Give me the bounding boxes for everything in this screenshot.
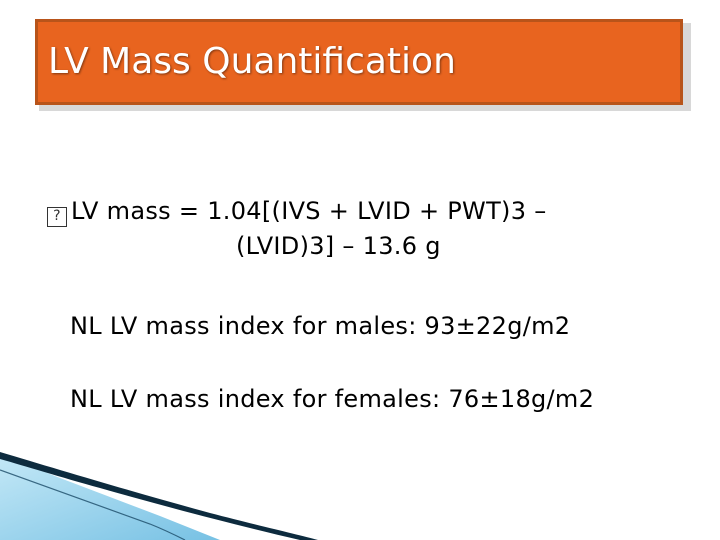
note-males: NL LV mass index for males: 93±22g/m2 [70, 312, 571, 340]
note-females: NL LV mass index for females: 76±18g/m2 [70, 385, 595, 413]
formula-line-1: LV mass = 1.04[(IVS + LVID + PWT)3 – [71, 197, 547, 225]
wave-light-fill [0, 455, 220, 540]
slide-title: LV Mass Quantification [48, 41, 456, 82]
title-banner: LV Mass Quantification [35, 19, 683, 105]
formula-bullet: ? LV mass = 1.04[(IVS + LVID + PWT)3 – [47, 195, 547, 227]
bullet-box-icon: ? [47, 207, 67, 227]
wave-thin-line [0, 469, 186, 540]
wave-dark-stroke [0, 452, 318, 540]
formula-line-2: (LVID)3] – 13.6 g [236, 232, 441, 260]
